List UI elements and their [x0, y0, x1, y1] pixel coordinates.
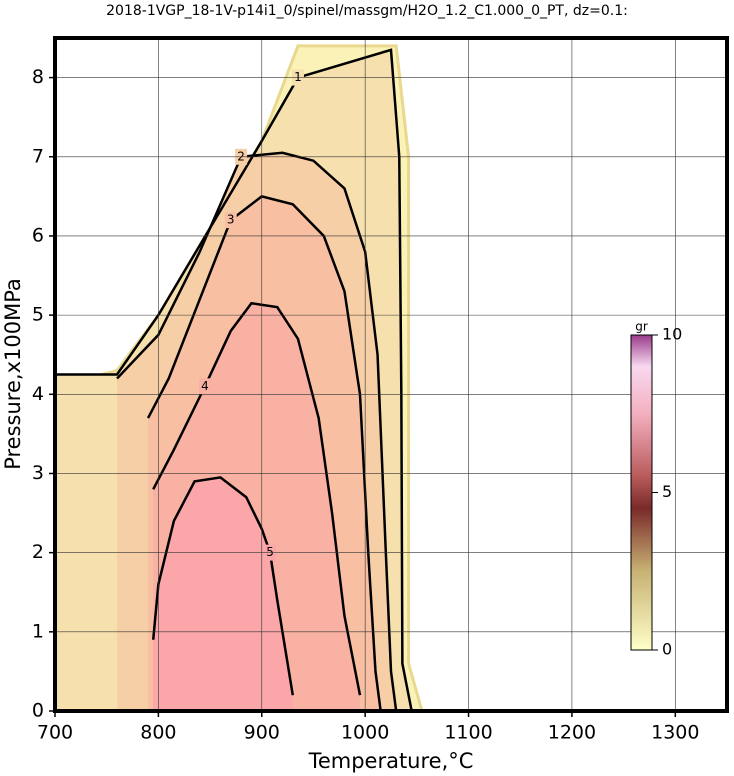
contour-label: 3 — [227, 213, 235, 227]
colorbar-tick-label: 5 — [662, 482, 672, 501]
contour-label: 4 — [201, 379, 209, 393]
y-tick-label: 1 — [32, 620, 44, 642]
contour-line — [146, 194, 382, 712]
y-tick-label: 3 — [32, 462, 44, 484]
contour-label-bg — [198, 378, 211, 395]
contour-line — [151, 476, 295, 696]
y-tick-label: 6 — [32, 224, 44, 246]
x-tick-label: 900 — [244, 722, 280, 744]
x-tick-label: 1200 — [548, 722, 596, 744]
y-axis-label: Pressure,x100MPa — [1, 278, 25, 470]
x-tick-label: 1000 — [341, 722, 389, 744]
x-tick-label: 1100 — [444, 722, 492, 744]
contour-label: 2 — [237, 149, 245, 163]
x-tick-label: 800 — [140, 722, 176, 744]
y-tick-label: 5 — [32, 304, 44, 326]
y-tick-label: 2 — [32, 541, 44, 563]
chart-title: 2018-1VGP_18-1V-p14i1_0/spinel/massgm/H2… — [106, 3, 628, 19]
x-axis-label: Temperature,°C — [308, 749, 474, 773]
contour-label-bg — [224, 212, 237, 229]
x-tick-label: 1300 — [651, 722, 699, 744]
colorbar — [630, 334, 653, 651]
contour-line — [116, 151, 398, 712]
colorbar-label: gr — [635, 320, 648, 334]
y-tick-label: 8 — [32, 66, 44, 88]
contour-label: 1 — [294, 70, 302, 84]
colorbar-tick-label: 10 — [662, 325, 682, 344]
contour-line — [152, 301, 362, 696]
y-tick-label: 4 — [32, 383, 44, 405]
contour-label: 5 — [266, 545, 274, 559]
plot-frame — [53, 36, 729, 713]
y-tick-label: 7 — [32, 145, 44, 167]
y-tick-label: 0 — [32, 700, 44, 722]
contour-fill — [153, 477, 293, 711]
colorbar-tick-label: 0 — [662, 640, 672, 659]
x-tick-label: 700 — [37, 722, 73, 744]
